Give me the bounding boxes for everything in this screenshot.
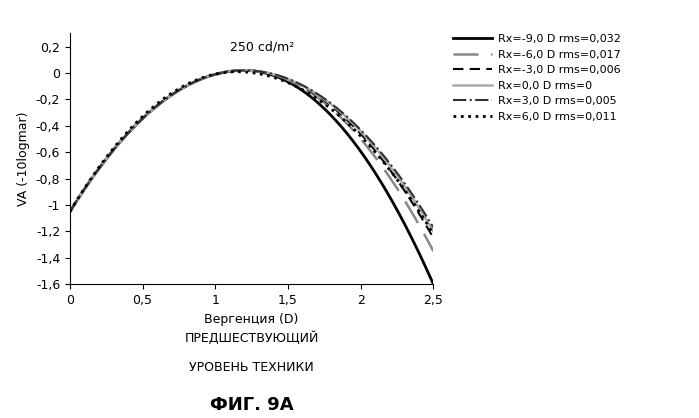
Text: ПРЕДШЕСТВУЮЩИЙ: ПРЕДШЕСТВУЮЩИЙ [185, 332, 319, 345]
Y-axis label: VA (-10logmar): VA (-10logmar) [17, 112, 30, 206]
Text: 250 cd/m²: 250 cd/m² [230, 40, 294, 53]
Text: УРОВЕНЬ ТЕХНИКИ: УРОВЕНЬ ТЕХНИКИ [189, 361, 314, 375]
X-axis label: Вергенция (D): Вергенция (D) [204, 313, 299, 326]
Text: ФИГ. 9А: ФИГ. 9А [210, 396, 294, 415]
Legend: Rx=-9,0 D rms=0,032, Rx=-6,0 D rms=0,017, Rx=-3,0 D rms=0,006, Rx=0,0 D rms=0, R: Rx=-9,0 D rms=0,032, Rx=-6,0 D rms=0,017… [454, 34, 621, 122]
